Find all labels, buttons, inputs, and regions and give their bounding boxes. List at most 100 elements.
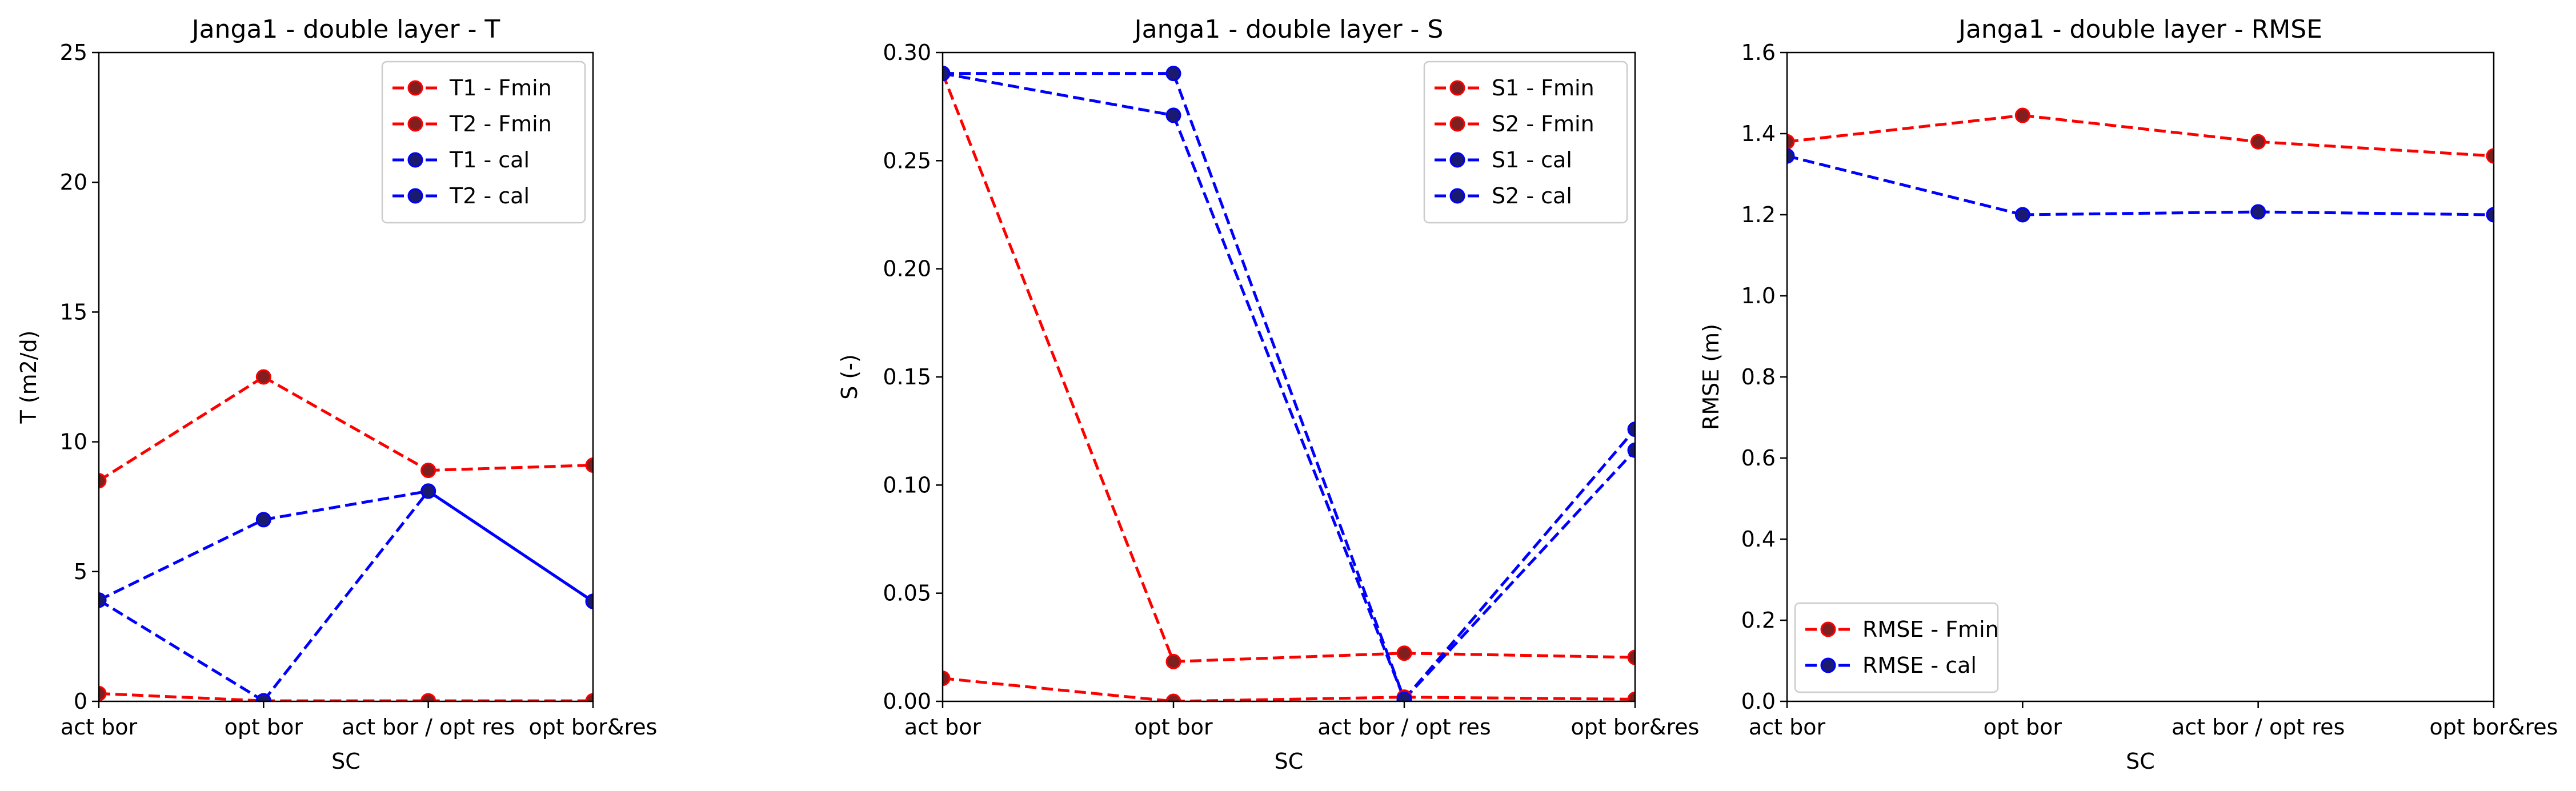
y-tick-label: 0.20 <box>883 256 931 282</box>
x-tick-label: opt bor <box>1984 714 2062 740</box>
series-line-segment <box>1787 154 2023 216</box>
legend-label: RMSE - cal <box>1862 653 1977 678</box>
y-axis-label: T (m2/d) <box>16 330 41 424</box>
x-tick-label: opt bor <box>1134 714 1213 740</box>
chart-title: Janga1 - double layer - S <box>1133 15 1444 44</box>
data-point <box>1627 691 1635 701</box>
legend-label: RMSE - Fmin <box>1862 617 1999 642</box>
x-tick-label: opt bor <box>225 714 303 740</box>
legend-label: T2 - cal <box>449 183 530 208</box>
axes-frame <box>1786 51 2495 702</box>
data-point <box>99 685 107 701</box>
series-line-segment <box>943 73 1175 662</box>
chart-panel-t: Janga1 - double layer - T SC T (m2/d) 0 5… <box>16 15 657 774</box>
axes-frame <box>98 51 594 702</box>
y-tick-label: 0.0 <box>1741 689 1776 714</box>
series-line-segment <box>99 518 265 602</box>
series-line-segment <box>943 677 1174 701</box>
chart-title: Janga1 - double layer - T <box>190 15 500 44</box>
data-point <box>2014 107 2030 123</box>
x-tick-label: act bor / opt res <box>342 714 515 740</box>
data-point <box>1627 442 1635 458</box>
data-point <box>943 66 951 82</box>
y-tick-label: 0.2 <box>1741 608 1776 633</box>
y-tick-label: 0.10 <box>883 472 931 497</box>
data-point <box>2486 148 2494 164</box>
series-line-segment <box>428 463 593 472</box>
legend-box <box>1794 602 1999 693</box>
data-point <box>585 593 593 609</box>
data-point <box>2486 207 2494 223</box>
data-point <box>1396 691 1412 701</box>
y-tick-label: 1.2 <box>1741 202 1776 227</box>
data-point <box>99 592 107 608</box>
x-tick-label: opt bor&res <box>2430 714 2558 740</box>
x-tick-label: opt bor&res <box>1571 714 1700 740</box>
y-tick-label: 0.8 <box>1741 364 1776 390</box>
y-tick-label: 15 <box>60 299 87 324</box>
legend-marker <box>1449 152 1465 168</box>
chart-title: Janga1 - double layer - RMSE <box>1957 15 2322 44</box>
series-layer <box>1787 107 2494 223</box>
data-point <box>943 670 951 686</box>
series-line-segment <box>1787 114 2023 143</box>
y-tick-label: 1.6 <box>1741 40 1776 65</box>
legend-label: S2 - Fmin <box>1492 111 1595 136</box>
series-line-segment <box>262 490 430 701</box>
series-line-segment <box>1173 652 1405 663</box>
y-tick-label: 0.25 <box>883 148 931 173</box>
y-tick-label: 0.05 <box>883 581 931 606</box>
series-line-segment <box>1403 428 1635 700</box>
data-point <box>1165 66 1181 82</box>
legend: S1 - Fmin S2 - Fmin S1 - cal S2 - cal <box>1423 61 1628 224</box>
series-line-segment <box>943 72 1174 117</box>
data-point <box>2250 204 2266 220</box>
x-tick-label: act bor <box>1749 714 1826 740</box>
legend-label: T1 - Fmin <box>449 75 552 101</box>
x-tick-label: act bor <box>61 714 138 740</box>
legend-label: T2 - Fmin <box>449 111 552 136</box>
series-line-segment <box>1404 696 1635 701</box>
data-point <box>2250 134 2266 150</box>
series-line-segment <box>1172 73 1406 700</box>
series-line-segment <box>1172 115 1406 700</box>
legend-marker <box>1449 188 1465 204</box>
data-point <box>1165 107 1181 123</box>
data-point <box>1396 645 1412 661</box>
data-point <box>1627 649 1635 665</box>
y-tick-label: 0.00 <box>883 689 931 714</box>
y-axis-label: S (-) <box>837 354 862 400</box>
data-point <box>99 473 107 489</box>
series-line-segment <box>263 489 429 521</box>
x-tick-label: act bor / opt res <box>2172 714 2345 740</box>
data-point <box>1165 653 1181 669</box>
series-line-segment <box>1403 449 1635 701</box>
y-axis-label: RMSE (m) <box>1698 324 1724 430</box>
y-tick-label: 25 <box>60 40 87 65</box>
legend-marker <box>1449 116 1465 132</box>
legend-label: S1 - cal <box>1492 147 1572 172</box>
axes-frame <box>942 51 1636 702</box>
legend-box <box>381 61 586 224</box>
legend-marker <box>407 152 423 168</box>
x-tick-label: opt bor&res <box>529 714 658 740</box>
x-axis-label: SC <box>1275 749 1304 774</box>
y-tick-label: 1.4 <box>1741 121 1776 146</box>
x-axis-label: SC <box>331 749 360 774</box>
legend-box <box>1423 61 1628 224</box>
series-line-segment <box>2258 140 2494 158</box>
data-point <box>2014 207 2030 223</box>
series-line-segment <box>427 489 593 603</box>
data-point <box>1165 693 1181 701</box>
chart-panel-s: Janga1 - double layer - S SC S (-) 0.00 0… <box>837 15 1699 774</box>
series-line-segment <box>2258 210 2494 216</box>
data-point <box>420 463 436 479</box>
y-tick-label: 20 <box>60 170 87 195</box>
data-point <box>585 457 593 473</box>
series-line-segment <box>2022 114 2258 143</box>
legend-marker <box>407 80 423 96</box>
chart-panel-rmse: Janga1 - double layer - RMSE SC RMSE (m)… <box>1698 15 2558 774</box>
y-tick-label: 0 <box>74 689 87 714</box>
series-line-segment <box>2022 210 2258 216</box>
